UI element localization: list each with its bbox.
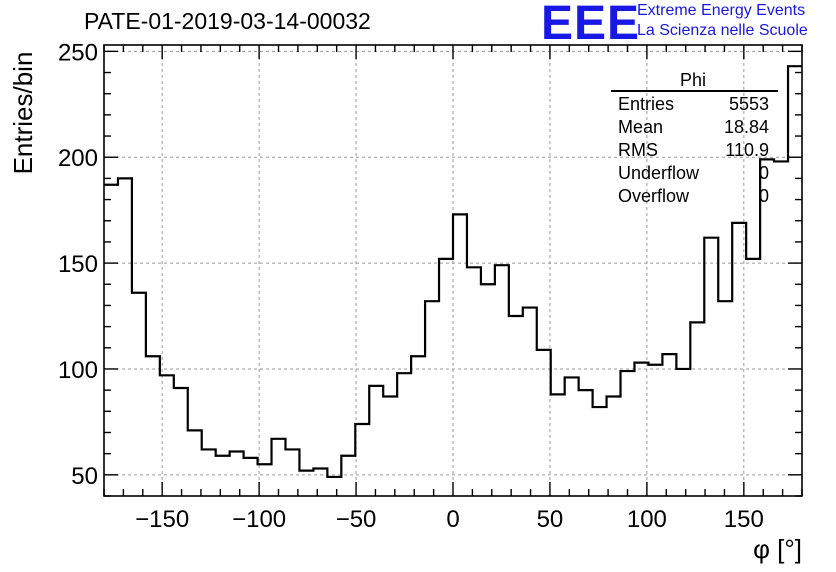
- tick-labels: −150 −100 −50 0 50 100 150 50 100 150 200 250: [58, 39, 764, 533]
- stats-value: 5553: [729, 94, 769, 114]
- plot-title: PATE-01-2019-03-14-00032: [84, 8, 371, 34]
- x-tick-label: 50: [537, 506, 564, 533]
- stats-label: Underflow: [618, 163, 700, 183]
- y-tick-label: 50: [71, 463, 98, 490]
- y-tick-label: 100: [58, 357, 98, 384]
- logo-caption-line-1: Extreme Energy Events: [637, 2, 806, 19]
- x-axis-title: φ [°]: [753, 534, 802, 564]
- y-tick-label: 150: [58, 251, 98, 278]
- x-tick-label: 150: [724, 506, 764, 533]
- logo-caption-line-2: La Scienza nelle Scuole: [637, 22, 808, 39]
- histogram-outline: [104, 65, 802, 479]
- axes: [103, 44, 803, 497]
- y-tick-label: 200: [58, 145, 98, 172]
- stats-label: RMS: [618, 140, 658, 160]
- stats-title: Phi: [680, 70, 706, 90]
- y-tick-label: 250: [58, 39, 98, 66]
- stats-box: Phi Entries 5553 Mean 18.84 RMS 110.9 Un…: [611, 70, 778, 206]
- x-tick-label: −50: [336, 506, 377, 533]
- y-axis-title: Entries/bin: [8, 52, 38, 175]
- eee-logo: EEE: [541, 0, 641, 50]
- x-tick-label: −100: [232, 506, 286, 533]
- stats-label: Entries: [618, 94, 674, 114]
- x-tick-label: 0: [446, 506, 459, 533]
- grid-lines: [104, 45, 802, 496]
- x-tick-label: 100: [627, 506, 667, 533]
- stats-value: 0: [759, 163, 769, 183]
- stats-value: 0: [759, 186, 769, 206]
- stats-value: 110.9: [725, 140, 769, 160]
- stats-value: 18.84: [724, 117, 769, 137]
- stats-label: Overflow: [618, 186, 690, 206]
- x-tick-label: −150: [135, 506, 189, 533]
- stats-label: Mean: [618, 117, 663, 137]
